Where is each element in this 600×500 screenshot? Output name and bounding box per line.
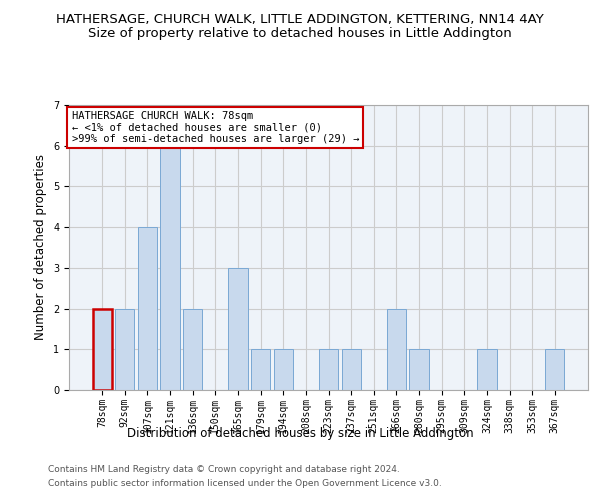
Bar — [115, 308, 134, 390]
Y-axis label: Number of detached properties: Number of detached properties — [34, 154, 47, 340]
Text: Contains HM Land Registry data © Crown copyright and database right 2024.: Contains HM Land Registry data © Crown c… — [48, 466, 400, 474]
Text: HATHERSAGE, CHURCH WALK, LITTLE ADDINGTON, KETTERING, NN14 4AY: HATHERSAGE, CHURCH WALK, LITTLE ADDINGTO… — [56, 12, 544, 26]
Bar — [138, 227, 157, 390]
Bar — [92, 308, 112, 390]
Bar — [274, 350, 293, 390]
Bar — [251, 350, 270, 390]
Bar — [409, 350, 428, 390]
Bar — [160, 146, 180, 390]
Bar — [319, 350, 338, 390]
Text: Distribution of detached houses by size in Little Addington: Distribution of detached houses by size … — [127, 428, 473, 440]
Text: Size of property relative to detached houses in Little Addington: Size of property relative to detached ho… — [88, 28, 512, 40]
Bar — [183, 308, 202, 390]
Text: Contains public sector information licensed under the Open Government Licence v3: Contains public sector information licen… — [48, 479, 442, 488]
Bar — [229, 268, 248, 390]
Bar — [387, 308, 406, 390]
Text: HATHERSAGE CHURCH WALK: 78sqm
← <1% of detached houses are smaller (0)
>99% of s: HATHERSAGE CHURCH WALK: 78sqm ← <1% of d… — [71, 110, 359, 144]
Bar — [545, 350, 565, 390]
Bar — [341, 350, 361, 390]
Bar — [477, 350, 497, 390]
